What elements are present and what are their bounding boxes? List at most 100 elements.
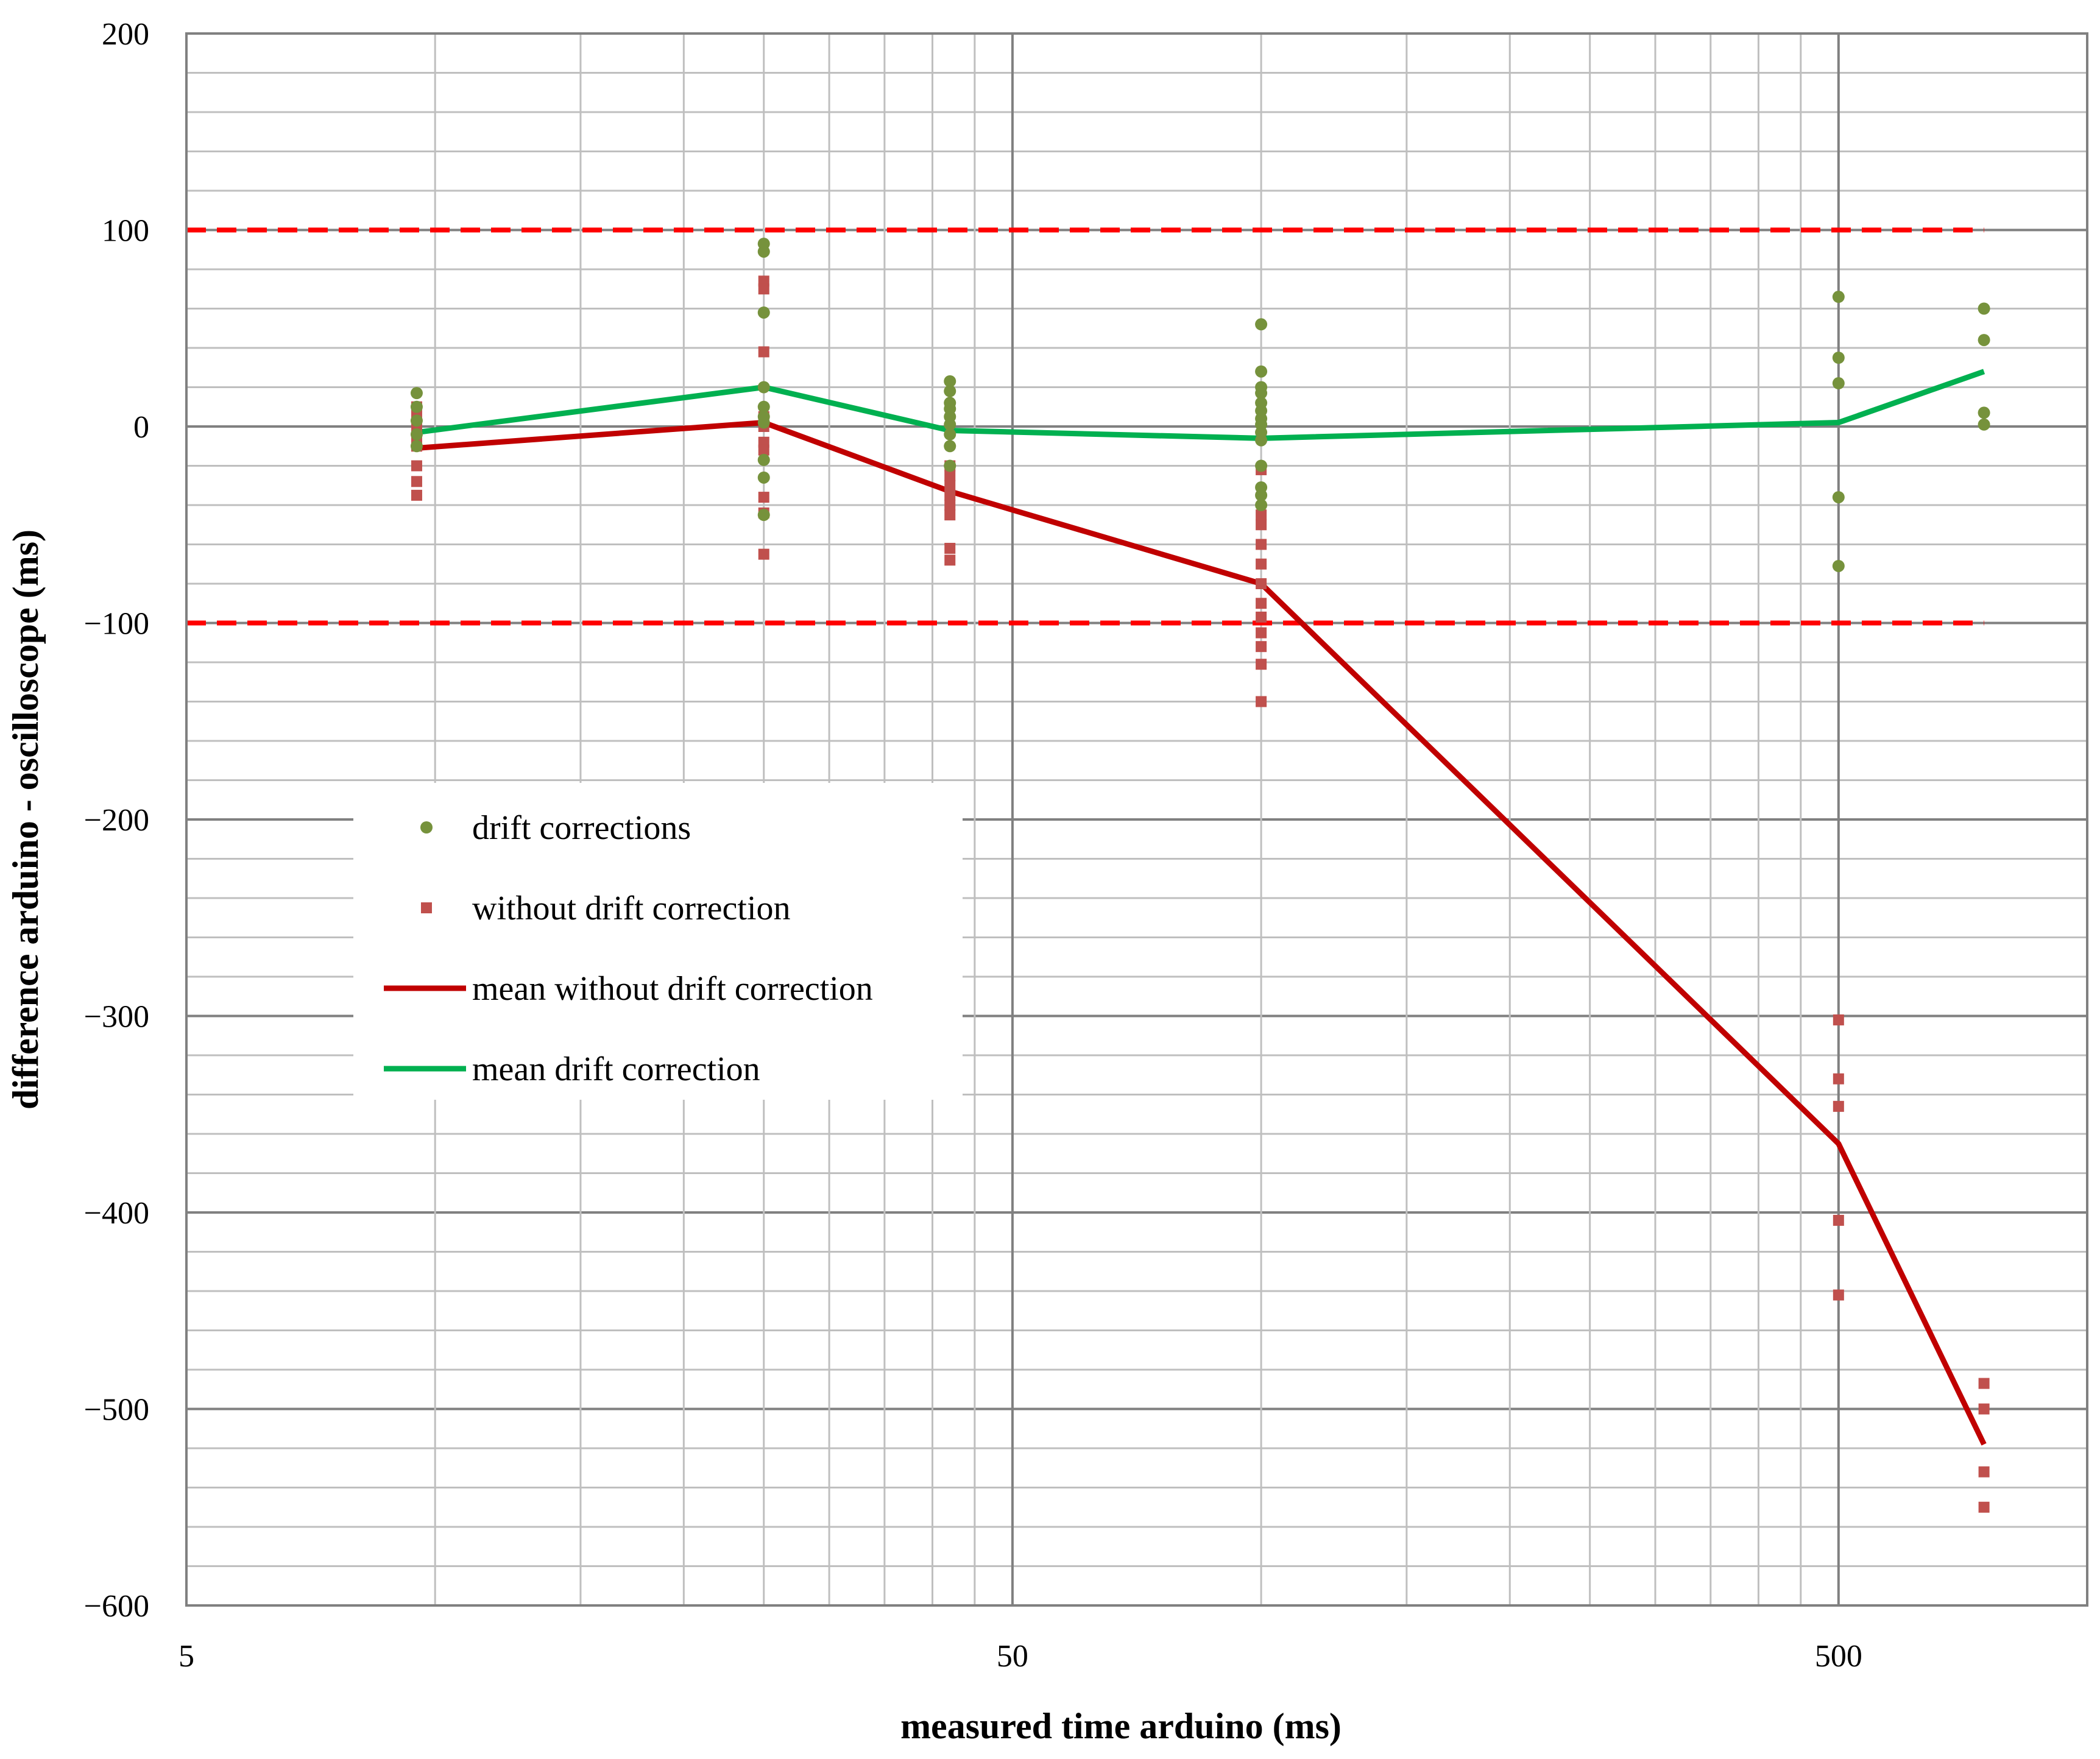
legend-label: mean without drift correction <box>472 970 873 1008</box>
x-tick-labels: 5 50 500 <box>179 1639 1862 1674</box>
data-point-square <box>944 500 956 511</box>
data-point-square <box>1833 1014 1844 1025</box>
data-point-circle <box>1255 489 1268 501</box>
y-tick-label: 200 <box>102 17 149 52</box>
data-point-circle <box>1832 491 1845 504</box>
y-tick-label: −300 <box>84 1000 149 1035</box>
data-point-square <box>944 509 956 521</box>
data-point-square <box>944 542 956 554</box>
data-point-square <box>411 489 422 501</box>
data-point-square <box>1978 1501 1990 1513</box>
y-axis-title: difference arduino - oscilloscope (ms) <box>5 529 46 1110</box>
data-point-square <box>1256 641 1267 653</box>
data-point-square <box>758 492 769 503</box>
x-tick-label: 50 <box>997 1639 1028 1674</box>
legend-items: drift corrections without drift correctio… <box>384 809 873 1088</box>
y-tick-label: −600 <box>84 1589 149 1624</box>
data-point-circle <box>757 509 770 522</box>
legend-label: drift corrections <box>472 809 691 847</box>
data-point-square <box>1833 1289 1844 1301</box>
data-point-square <box>1256 659 1267 670</box>
x-tick-label: 5 <box>179 1639 194 1674</box>
legend: drift corrections without drift correctio… <box>353 783 963 1100</box>
data-point-square <box>1256 539 1267 550</box>
data-point-circle <box>1978 406 1990 419</box>
data-point-circle <box>1255 459 1268 472</box>
data-point-circle <box>1255 434 1268 447</box>
data-point-square <box>1256 509 1267 521</box>
y-tick-label: −100 <box>84 607 149 642</box>
data-point-square <box>944 554 956 566</box>
reference-lines <box>186 227 1984 626</box>
series-line <box>416 420 1987 1446</box>
data-point-square <box>758 283 769 295</box>
data-point-circle <box>1978 302 1990 315</box>
data-point-circle <box>410 387 423 400</box>
data-point-circle <box>1832 377 1845 390</box>
data-point-square <box>1833 1214 1844 1226</box>
data-point-square <box>1256 696 1267 707</box>
data-point-square <box>758 346 769 358</box>
data-point-circle <box>410 414 423 427</box>
data-point-circle <box>1255 318 1268 331</box>
plot-border <box>185 32 2088 1607</box>
data-point-circle <box>944 428 956 441</box>
data-point-square <box>758 444 769 456</box>
y-tick-label: −400 <box>84 1196 149 1231</box>
data-point-square <box>1978 1378 1990 1389</box>
legend-marker-square <box>421 902 432 913</box>
y-tick-label: 100 <box>102 214 149 249</box>
data-point-circle <box>757 471 770 484</box>
data-point-square <box>1256 558 1267 570</box>
data-point-square <box>1256 627 1267 639</box>
x-tick-label: 500 <box>1815 1639 1862 1674</box>
data-point-circle <box>757 306 770 319</box>
legend-box <box>353 783 963 1100</box>
data-point-circle <box>410 428 423 441</box>
data-point-square <box>1256 611 1267 623</box>
legend-label: without drift correction <box>472 890 791 927</box>
x-axis-title: measured time arduino (ms) <box>900 1706 1342 1746</box>
data-point-circle <box>1832 352 1845 364</box>
data-point-circle <box>944 384 956 397</box>
data-point-square <box>1833 1100 1844 1112</box>
data-point-square <box>1833 1073 1844 1085</box>
y-tick-label: −200 <box>84 803 149 838</box>
legend-marker-circle <box>420 821 433 833</box>
data-point-circle <box>944 459 956 472</box>
data-point-circle <box>1255 499 1268 511</box>
y-tick-labels: 200 100 0 −100 −200 −300 −400 −500 −600 <box>84 17 149 1624</box>
data-point-circle <box>1255 387 1268 400</box>
data-point-square <box>944 470 956 481</box>
data-point-circle <box>1832 291 1845 303</box>
data-point-circle <box>944 440 956 453</box>
data-point-circle <box>757 245 770 258</box>
data-point-circle <box>944 375 956 388</box>
data-point-square <box>1256 519 1267 531</box>
data-point-square <box>411 460 422 472</box>
data-point-circle <box>757 381 770 394</box>
data-point-square <box>1256 598 1267 609</box>
data-point-circle <box>757 416 770 429</box>
series-line <box>416 369 1985 441</box>
legend-label: mean drift correction <box>472 1050 760 1088</box>
y-tick-label: 0 <box>133 410 149 445</box>
data-point-circle <box>1978 334 1990 347</box>
data-point-square <box>1978 1466 1990 1478</box>
data-point-square <box>758 548 769 560</box>
data-point-circle <box>944 418 956 431</box>
data-point-square <box>411 476 422 487</box>
data-point-square <box>1256 578 1267 589</box>
data-point-square <box>1978 1403 1990 1415</box>
series-layer <box>410 238 1990 1513</box>
y-tick-label: −500 <box>84 1393 149 1428</box>
data-point-square <box>944 489 956 501</box>
data-point-circle <box>1978 418 1990 431</box>
data-point-circle <box>1832 559 1845 572</box>
data-point-square <box>944 480 956 491</box>
data-point-circle <box>410 400 423 413</box>
data-point-circle <box>757 453 770 466</box>
data-point-circle <box>1255 365 1268 378</box>
